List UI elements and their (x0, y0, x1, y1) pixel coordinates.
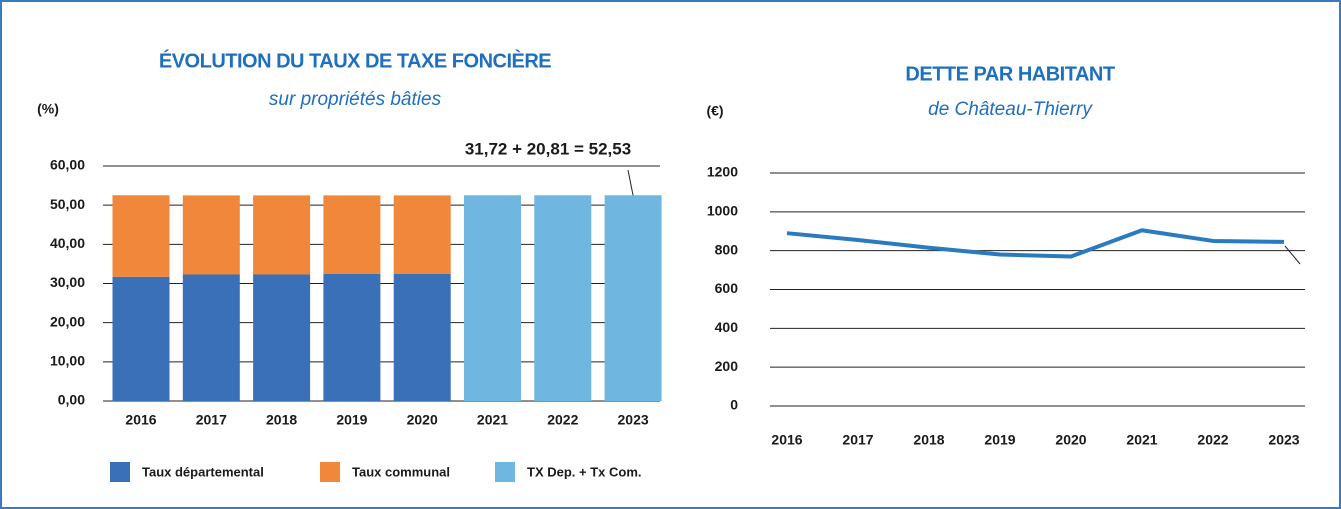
bar (604, 195, 662, 401)
x-tick-label: 2020 (1055, 432, 1086, 448)
y-tick-label: 0 (730, 397, 738, 413)
chart-subtitle: de Château-Thierry (928, 99, 1093, 120)
bar (253, 274, 311, 401)
bar (182, 274, 240, 401)
y-tick-label: 40,00 (50, 235, 85, 251)
y-axis-label: (%) (37, 101, 59, 117)
leader-line (627, 169, 635, 201)
y-tick-label: 800 (715, 241, 739, 257)
y-tick-label: 30,00 (50, 274, 85, 290)
annotation: 31,72 + 20,81 = 52,53 (465, 139, 631, 158)
bar (253, 195, 311, 275)
legend-swatch (495, 462, 515, 482)
bar (112, 276, 170, 401)
x-tick-label: 2022 (547, 412, 578, 428)
bar (112, 195, 170, 277)
leader-line (1284, 245, 1301, 265)
x-tick-label: 2021 (477, 412, 508, 428)
x-tick-label: 2018 (913, 432, 944, 448)
bar (464, 195, 521, 401)
legend-swatch (320, 462, 340, 482)
legend-label: TX Dep. + Tx Com. (527, 464, 642, 479)
x-tick-label: 2017 (196, 412, 227, 428)
y-tick-label: 600 (715, 280, 739, 296)
chart-title: ÉVOLUTION DU TAUX DE TAXE FONCIÈRE (159, 49, 551, 72)
x-tick-label: 2018 (266, 412, 297, 428)
y-tick-label: 400 (715, 319, 739, 335)
x-tick-label: 2020 (407, 412, 438, 428)
legend-swatch (110, 462, 130, 482)
bar (323, 195, 381, 274)
x-tick-label: 2019 (984, 432, 1015, 448)
legend-label: Taux départemental (142, 464, 264, 479)
legend-label: Taux communal (352, 464, 450, 479)
x-tick-label: 2023 (618, 412, 649, 428)
y-tick-label: 200 (715, 358, 739, 374)
bar (393, 195, 451, 274)
line (786, 228, 1285, 259)
x-tick-label: 2021 (1126, 432, 1157, 448)
y-tick-label: 10,00 (50, 353, 85, 369)
bar (534, 195, 592, 401)
x-tick-label: 2023 (1268, 432, 1299, 448)
chart-subtitle: sur propriétés bâties (269, 89, 442, 110)
x-tick-label: 2022 (1197, 432, 1228, 448)
bar (182, 195, 240, 275)
x-tick-label: 2019 (336, 412, 367, 428)
y-tick-label: 0,00 (58, 392, 85, 408)
x-tick-label: 2017 (842, 432, 873, 448)
chart-title: DETTE PAR HABITANT (905, 63, 1114, 85)
y-tick-label: 1200 (707, 164, 738, 180)
x-tick-label: 2016 (771, 432, 802, 448)
x-tick-label: 2016 (125, 412, 156, 428)
y-tick-label: 20,00 (50, 313, 85, 329)
y-tick-label: 50,00 (50, 196, 85, 212)
bar (323, 273, 381, 401)
y-axis-label: (€) (706, 103, 723, 119)
y-tick-label: 60,00 (50, 157, 85, 173)
bar (393, 273, 451, 401)
y-tick-label: 1000 (707, 203, 738, 219)
